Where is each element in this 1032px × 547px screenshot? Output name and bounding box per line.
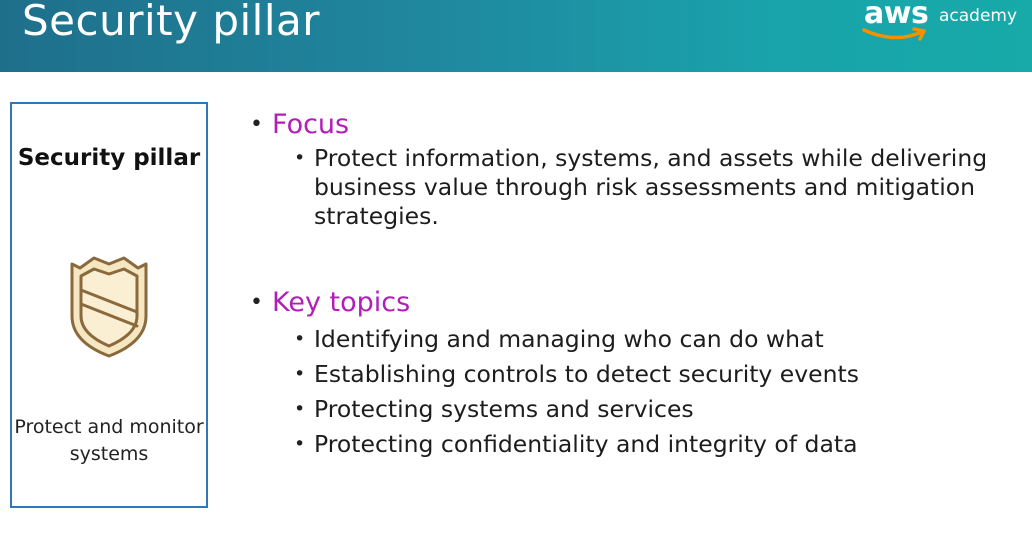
pillar-card: Security pillar Protect and monitor syst…: [10, 102, 208, 508]
key-topic-item: Protecting systems and services: [294, 392, 1020, 427]
focus-item: Protect information, systems, and assets…: [294, 144, 1020, 231]
pillar-description: Protect and monitor systems: [12, 414, 206, 468]
key-topics-heading: Key topics: [250, 284, 1020, 322]
key-topics-list: Identifying and managing who can do what…: [250, 322, 1020, 462]
logo-suffix: academy: [939, 6, 1017, 26]
key-topic-item: Establishing controls to detect security…: [294, 357, 1020, 392]
header-band: Security pillar aws academy: [0, 0, 1032, 72]
content-area: Focus Protect information, systems, and …: [250, 106, 1020, 462]
key-topic-item: Protecting confidentiality and integrity…: [294, 427, 1020, 462]
key-topic-item: Identifying and managing who can do what: [294, 322, 1020, 357]
aws-academy-logo: aws academy: [860, 0, 1032, 48]
focus-section: Focus Protect information, systems, and …: [250, 106, 1020, 231]
focus-list: Protect information, systems, and assets…: [250, 144, 1020, 231]
key-topics-section: Key topics Identifying and managing who …: [250, 284, 1020, 462]
shield-icon: [68, 254, 150, 360]
smile-arrow-icon: [860, 24, 932, 44]
pillar-name: Security pillar: [12, 142, 206, 174]
slide-title: Security pillar: [22, 0, 320, 44]
focus-heading: Focus: [250, 106, 1020, 144]
